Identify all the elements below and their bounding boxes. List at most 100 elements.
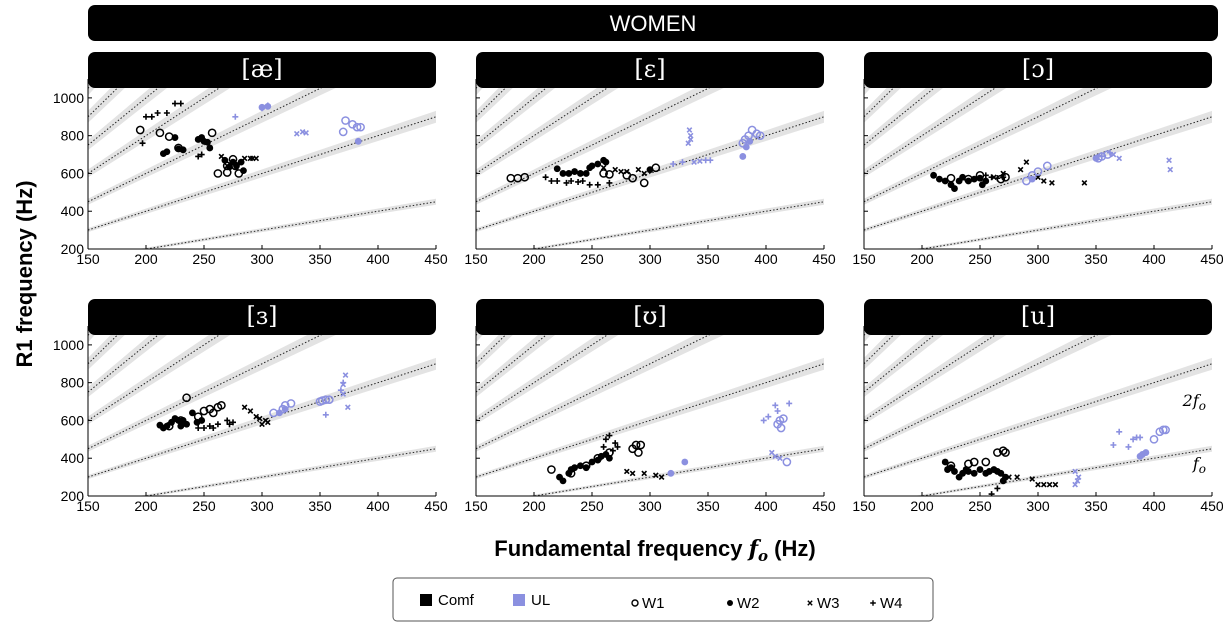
harmonic-band-5 xyxy=(88,326,179,398)
point-w4-comf xyxy=(1000,174,1007,181)
point-w4-comf xyxy=(154,110,161,116)
point-w4-ul xyxy=(322,411,329,418)
point-w2-comf xyxy=(941,458,949,466)
point-w2-comf xyxy=(959,173,966,181)
panel-title: [u] xyxy=(1021,302,1055,330)
harmonic-line-2 xyxy=(864,116,1212,231)
y-tick-label: 800 xyxy=(61,128,85,144)
point-w2-comf xyxy=(930,171,937,179)
x-tick-label: 200 xyxy=(522,498,546,514)
x-axis-label-unit: (Hz) xyxy=(774,536,816,561)
x-tick-label: 150 xyxy=(464,498,488,514)
point-w4-comf xyxy=(143,113,149,120)
harmonic-band-3 xyxy=(864,79,1131,205)
point-w3-comf xyxy=(1006,474,1012,480)
point-w4-comf xyxy=(139,140,146,147)
panel-title: [ɜ] xyxy=(247,302,278,330)
panel-title: [æ] xyxy=(241,55,282,83)
point-w4-comf xyxy=(198,151,205,158)
legend-marker-w4 xyxy=(870,600,876,606)
point-w4-ul xyxy=(264,102,271,109)
point-w1-comf xyxy=(155,128,165,138)
point-w2-comf xyxy=(602,158,610,166)
point-w2-ul xyxy=(281,405,289,413)
harmonic-line-5 xyxy=(476,326,558,393)
plot-area xyxy=(88,326,436,496)
panel-3: 150 200 250 300 350 400 450 [ɔ] xyxy=(852,52,1223,267)
point-w3-comf xyxy=(641,170,648,177)
point-w4-comf xyxy=(614,443,621,450)
point-w3-comf xyxy=(218,153,225,160)
point-w1-ul xyxy=(341,116,350,125)
harmonic-band-3 xyxy=(476,79,743,205)
point-w4-comf xyxy=(172,100,178,107)
point-w4-comf xyxy=(988,491,995,496)
point-w1-ul xyxy=(1033,167,1043,176)
point-w2-comf xyxy=(588,162,596,170)
point-w3-comf xyxy=(1017,166,1024,173)
point-w1-comf xyxy=(217,400,226,410)
harmonic-band-1 xyxy=(526,445,824,496)
x-tick-label: 400 xyxy=(1142,498,1166,514)
harmonic-band-1 xyxy=(526,198,824,249)
point-w2-comf xyxy=(646,166,654,174)
x-tick-label: 250 xyxy=(968,251,992,267)
point-w3-ul xyxy=(691,159,697,165)
point-w4-comf xyxy=(982,172,989,179)
x-tick-label: 300 xyxy=(250,251,274,267)
y-tick-label: 200 xyxy=(61,241,85,257)
point-w1-ul xyxy=(1161,425,1170,435)
point-w4-comf xyxy=(988,174,995,181)
point-w4-ul xyxy=(1110,442,1117,448)
x-tick-label: 450 xyxy=(1200,498,1223,514)
panel-title-banner xyxy=(476,299,824,335)
x-tick-label: 350 xyxy=(1084,498,1108,514)
point-w3-comf xyxy=(241,155,248,162)
x-tick-label: 150 xyxy=(852,498,876,514)
point-w3-ul xyxy=(344,404,351,411)
harmonic-line-5 xyxy=(864,79,946,146)
point-w4-comf xyxy=(606,432,613,439)
point-w4-ul xyxy=(679,159,686,166)
point-w3-comf xyxy=(1014,474,1020,480)
x-tick-label: 400 xyxy=(754,498,778,514)
point-w3-ul xyxy=(1072,481,1078,488)
point-w4-comf xyxy=(226,421,233,428)
point-w4-ul xyxy=(760,417,767,424)
plot-background xyxy=(864,326,1212,496)
x-tick-label: 300 xyxy=(638,498,662,514)
point-w2-comf xyxy=(951,468,958,475)
x-tick-label: 250 xyxy=(192,498,216,514)
point-w1-ul xyxy=(356,122,365,132)
point-w1-ul xyxy=(1103,150,1112,159)
harmonic-band-1 xyxy=(138,445,436,496)
point-w4-comf xyxy=(602,436,609,443)
point-w4-ul xyxy=(232,113,239,120)
point-w2-ul xyxy=(742,143,750,151)
legend-swatch-ul xyxy=(513,594,525,606)
x-tick-label: 150 xyxy=(852,251,876,267)
harmonic-band-6 xyxy=(476,79,523,123)
plot-background xyxy=(864,79,1212,249)
title-banner: WOMEN xyxy=(88,5,1218,41)
harmonic-line-3 xyxy=(476,326,729,450)
point-w4-ul xyxy=(707,157,714,164)
y-tick-label: 600 xyxy=(61,412,85,428)
x-tick-label: 250 xyxy=(968,498,992,514)
point-w2-comf xyxy=(204,138,211,146)
x-axis-label: Fundamental frequency fo (Hz) xyxy=(494,536,815,565)
harmonic-line-2 xyxy=(476,363,824,478)
x-tick-label: 400 xyxy=(366,251,390,267)
point-w2-comf xyxy=(582,170,590,177)
point-w1-comf xyxy=(639,178,649,188)
point-w2-comf xyxy=(936,175,943,183)
point-w2-comf xyxy=(970,469,978,477)
harmonic-band-1 xyxy=(914,198,1212,249)
point-w2-comf xyxy=(976,466,984,473)
point-w4-ul xyxy=(774,408,781,414)
y-tick-label: 600 xyxy=(61,165,85,181)
harmonic-band-6 xyxy=(88,79,135,123)
harmonic-band-5 xyxy=(864,326,955,398)
panel-title-banner xyxy=(88,52,436,88)
